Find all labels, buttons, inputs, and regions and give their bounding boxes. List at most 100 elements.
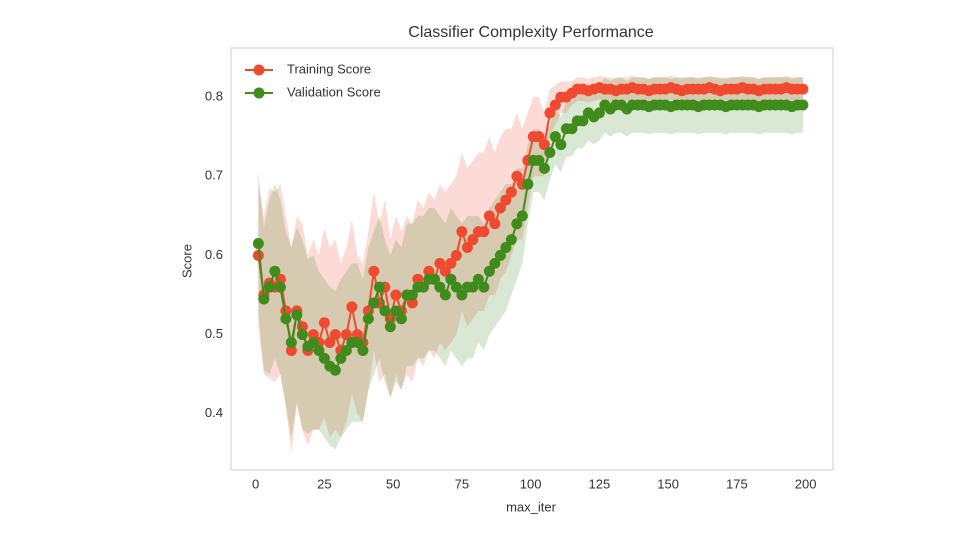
point xyxy=(494,249,506,261)
point xyxy=(505,186,517,198)
point xyxy=(384,321,396,333)
point xyxy=(340,329,352,341)
point xyxy=(379,305,391,317)
point xyxy=(566,123,578,135)
point xyxy=(307,329,319,341)
point xyxy=(538,139,550,151)
point xyxy=(324,337,336,349)
point xyxy=(362,313,374,325)
point xyxy=(285,337,297,349)
point xyxy=(461,242,473,254)
point xyxy=(511,218,523,230)
point xyxy=(368,297,380,309)
x-tick-label: 50 xyxy=(386,476,400,491)
point xyxy=(511,170,523,182)
point xyxy=(500,242,512,254)
x-axis-label: max_iter xyxy=(506,499,557,514)
point xyxy=(555,139,567,151)
legend-marker xyxy=(253,87,265,99)
point xyxy=(577,115,589,127)
chart-title: Classifier Complexity Performance xyxy=(408,24,654,41)
point xyxy=(450,281,462,293)
point xyxy=(445,273,457,285)
point xyxy=(335,352,347,364)
point xyxy=(533,154,545,166)
y-tick-label: 0.5 xyxy=(205,326,223,341)
point xyxy=(538,162,550,174)
point xyxy=(329,364,341,376)
point xyxy=(423,265,435,277)
point xyxy=(252,249,264,261)
point xyxy=(549,99,561,111)
x-tick-label: 125 xyxy=(589,476,611,491)
point xyxy=(797,99,809,111)
point xyxy=(593,107,605,119)
point xyxy=(483,265,495,277)
point xyxy=(478,281,490,293)
point xyxy=(406,289,418,301)
point xyxy=(450,249,462,261)
point xyxy=(373,281,385,293)
x-tick-label: 100 xyxy=(520,476,542,491)
point xyxy=(489,218,501,230)
point xyxy=(368,265,380,277)
std-band xyxy=(258,75,803,454)
x-tick-label: 75 xyxy=(455,476,469,491)
point xyxy=(797,83,809,95)
point xyxy=(263,281,275,293)
x-tick-label: 150 xyxy=(657,476,679,491)
point xyxy=(285,344,297,356)
point xyxy=(390,289,402,301)
point xyxy=(456,289,468,301)
point xyxy=(544,147,556,159)
point xyxy=(417,281,429,293)
y-tick-label: 0.7 xyxy=(205,168,223,183)
x-tick-label: 175 xyxy=(726,476,748,491)
point xyxy=(478,226,490,238)
point xyxy=(291,309,303,321)
y-axis-label: Score xyxy=(179,244,194,278)
point xyxy=(351,337,363,349)
legend-label: Validation Score xyxy=(287,84,381,99)
point xyxy=(472,273,484,285)
point xyxy=(351,329,363,341)
point xyxy=(467,234,479,246)
point xyxy=(439,289,451,301)
point xyxy=(274,281,286,293)
point xyxy=(434,281,446,293)
point xyxy=(489,257,501,269)
point xyxy=(505,234,517,246)
legend-label: Training Score xyxy=(287,61,371,76)
y-tick-label: 0.6 xyxy=(205,247,223,262)
std-band xyxy=(258,77,803,450)
point xyxy=(252,238,264,250)
point xyxy=(439,265,451,277)
point xyxy=(258,293,270,305)
point xyxy=(549,131,561,143)
point xyxy=(406,297,418,309)
point xyxy=(445,257,457,269)
point xyxy=(412,273,424,285)
y-tick-label: 0.8 xyxy=(205,89,223,104)
x-tick-label: 0 xyxy=(252,476,259,491)
x-tick-label: 25 xyxy=(317,476,331,491)
point xyxy=(329,329,341,341)
point xyxy=(428,273,440,285)
point xyxy=(395,313,407,325)
point xyxy=(269,265,281,277)
legend-marker xyxy=(253,64,265,76)
plot-frame xyxy=(230,47,834,471)
point xyxy=(390,305,402,317)
x-tick-label: 200 xyxy=(795,476,817,491)
point xyxy=(483,210,495,222)
point xyxy=(318,352,330,364)
point xyxy=(340,344,352,356)
point xyxy=(434,257,446,269)
point xyxy=(357,344,369,356)
point xyxy=(533,131,545,143)
plot-area xyxy=(252,75,809,454)
point xyxy=(313,344,325,356)
point xyxy=(318,317,330,329)
point xyxy=(307,337,319,349)
